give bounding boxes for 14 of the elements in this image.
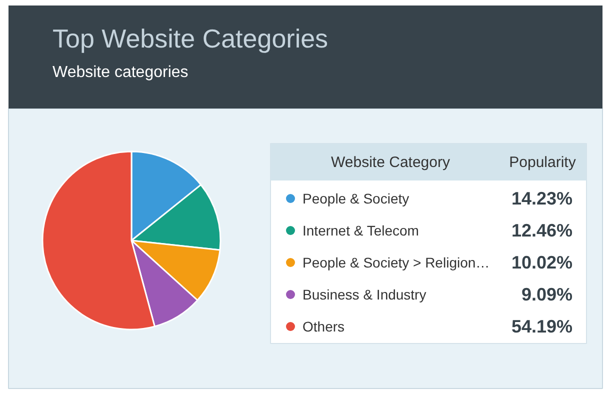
legend-label: Internet & Telecom <box>302 222 419 238</box>
data-label: 9.09% <box>521 284 573 304</box>
chart-subtitle: Website categories <box>52 64 188 81</box>
data-label: 10.02% <box>511 252 573 272</box>
data-label: 14.23% <box>511 188 573 208</box>
data-label: 12.46% <box>511 220 573 240</box>
legend-label: Others <box>302 318 345 334</box>
chart-title: Top Website Categories <box>52 24 328 54</box>
legend-label: People & Society > Religion… <box>302 254 490 270</box>
data-label: 54.19% <box>511 316 573 336</box>
text: Popularity <box>509 154 576 171</box>
legend-label: Business & Industry <box>302 286 426 302</box>
legend-label: People & Society <box>302 190 410 206</box>
legend-title: Website Category <box>331 154 450 171</box>
